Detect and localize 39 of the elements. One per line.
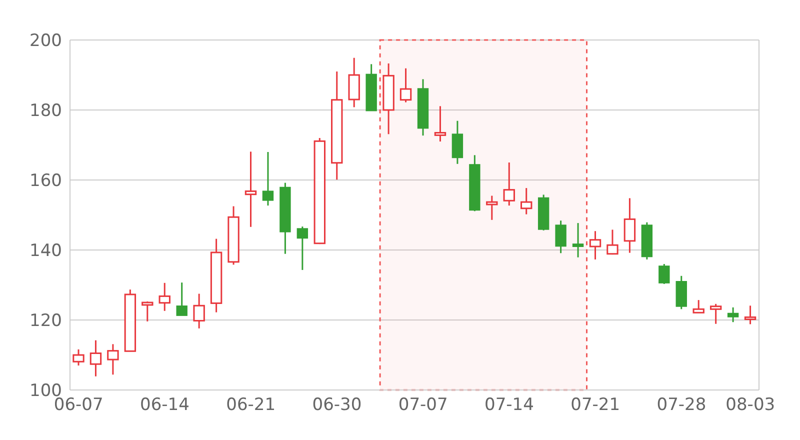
y-tick-label: 160 bbox=[30, 171, 62, 192]
x-tick-label: 06-21 bbox=[226, 395, 276, 416]
candlestick bbox=[400, 68, 412, 104]
y-tick-label: 180 bbox=[30, 101, 62, 122]
x-tick-label: 06-14 bbox=[140, 395, 190, 416]
candlestick bbox=[572, 222, 584, 258]
candlestick bbox=[452, 120, 464, 165]
candlestick bbox=[72, 348, 84, 366]
x-tick-label: 07-07 bbox=[398, 395, 448, 416]
x-tick-label: 07-28 bbox=[656, 395, 706, 416]
candlestick bbox=[158, 282, 170, 312]
candlestick bbox=[90, 340, 102, 378]
candlestick bbox=[176, 282, 188, 316]
candlestick bbox=[624, 197, 636, 254]
candlestick bbox=[434, 105, 446, 142]
candlestick bbox=[710, 303, 722, 325]
x-tick-label: 07-21 bbox=[570, 395, 620, 416]
x-tick-label: 08-03 bbox=[726, 395, 776, 416]
candlestick bbox=[727, 306, 739, 323]
candlestick bbox=[606, 228, 618, 256]
candlestick bbox=[107, 343, 119, 376]
candlestick bbox=[486, 195, 498, 221]
candlestick bbox=[296, 226, 308, 271]
candlestick bbox=[589, 230, 602, 260]
y-tick-label: 200 bbox=[30, 31, 62, 52]
x-tick-label: 06-30 bbox=[312, 395, 362, 416]
candlestick bbox=[692, 299, 704, 314]
y-tick-label: 140 bbox=[30, 241, 62, 262]
y-tick-label: 120 bbox=[30, 311, 62, 332]
candlestick bbox=[503, 162, 515, 206]
candlestick bbox=[262, 151, 274, 206]
candlestick bbox=[658, 263, 670, 285]
x-tick-label: 07-14 bbox=[484, 395, 534, 416]
candlestick bbox=[193, 293, 205, 330]
candlestick bbox=[744, 304, 756, 325]
candlestick bbox=[520, 187, 532, 216]
candlestick bbox=[555, 220, 566, 254]
candlestick bbox=[142, 300, 154, 322]
candlestick bbox=[244, 150, 257, 228]
